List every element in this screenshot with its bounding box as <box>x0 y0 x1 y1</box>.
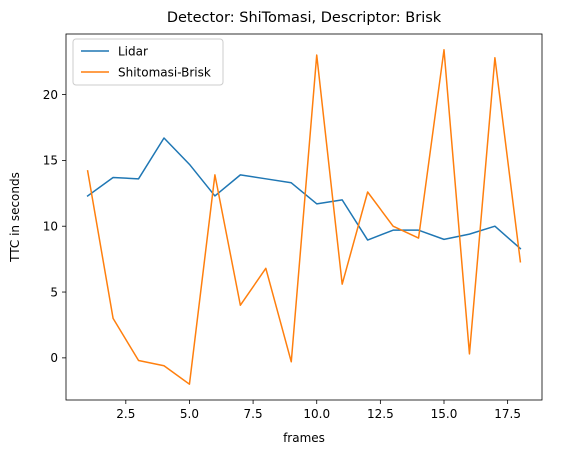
y-tick-label: 10 <box>43 220 58 234</box>
y-axis: 0 5 10 15 20 <box>43 88 66 365</box>
y-tick-label: 15 <box>43 154 58 168</box>
x-axis: 2.5 5.0 7.5 10.0 12.5 15.0 17.5 <box>116 400 521 421</box>
y-tick-label: 5 <box>50 285 58 299</box>
x-tick-label: 17.5 <box>494 407 521 421</box>
series-line-1 <box>86 49 522 385</box>
legend: Lidar Shitomasi-Brisk <box>72 38 224 86</box>
y-tick-label: 20 <box>43 88 58 102</box>
x-tick-label: 12.5 <box>367 407 394 421</box>
series-line-0 <box>86 137 522 250</box>
y-axis-label: TTC in seconds <box>8 172 22 263</box>
x-tick-label: 5.0 <box>180 407 199 421</box>
legend-label-0: Lidar <box>118 44 148 58</box>
x-tick-label: 15.0 <box>431 407 458 421</box>
chart-title: Detector: ShiTomasi, Descriptor: Brisk <box>167 10 442 26</box>
plot-area <box>86 49 522 385</box>
x-tick-label: 7.5 <box>244 407 263 421</box>
x-tick-label: 10.0 <box>303 407 330 421</box>
legend-box <box>72 38 224 86</box>
x-axis-label: frames <box>283 431 325 445</box>
y-tick-label: 0 <box>50 351 58 365</box>
legend-label-1: Shitomasi-Brisk <box>118 65 211 79</box>
x-tick-label: 2.5 <box>116 407 135 421</box>
plot-frame <box>65 33 543 401</box>
